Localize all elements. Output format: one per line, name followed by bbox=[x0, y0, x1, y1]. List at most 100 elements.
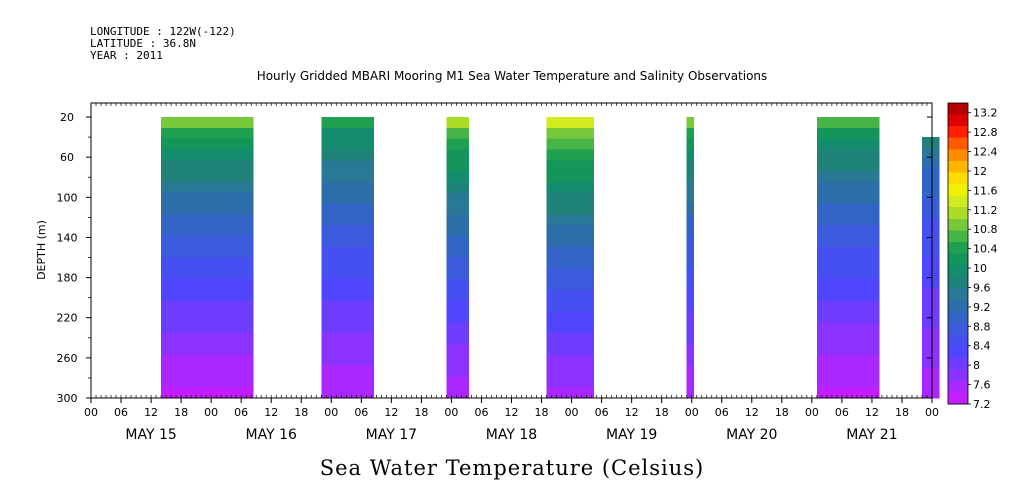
temperature-band bbox=[921, 337, 940, 349]
x-tick-label: 18 bbox=[895, 406, 909, 419]
temperature-band bbox=[321, 138, 374, 151]
temperature-band bbox=[546, 235, 595, 248]
colorbar-swatch bbox=[948, 392, 968, 405]
temperature-band bbox=[161, 333, 254, 345]
y-tick-label: 20 bbox=[60, 111, 74, 124]
colorbar-swatch bbox=[948, 126, 968, 139]
temperature-band bbox=[446, 376, 469, 388]
temperature-band bbox=[446, 289, 469, 302]
x-tick-label: 06 bbox=[835, 406, 849, 419]
colorbar-label: 9.2 bbox=[973, 301, 991, 314]
temperature-band bbox=[321, 214, 374, 226]
temperature-band bbox=[161, 149, 254, 161]
colorbar-swatch bbox=[948, 265, 968, 278]
temperature-band bbox=[546, 160, 595, 172]
x-tick-label: 12 bbox=[264, 406, 278, 419]
colorbar-swatch bbox=[948, 218, 968, 231]
temperature-band bbox=[816, 203, 880, 215]
colorbar-label: 11.2 bbox=[973, 204, 998, 217]
colorbar-label: 7.2 bbox=[973, 398, 991, 411]
x-tick-label: 00 bbox=[805, 406, 819, 419]
colorbar-swatch bbox=[948, 322, 968, 335]
temperature-band bbox=[921, 267, 940, 279]
temperature-band bbox=[321, 181, 374, 194]
temperature-band bbox=[816, 354, 880, 367]
plot-area bbox=[90, 102, 940, 399]
temperature-band bbox=[446, 225, 469, 237]
temperature-band bbox=[921, 207, 940, 218]
temperature-band bbox=[161, 192, 254, 205]
temperature-band bbox=[546, 387, 595, 399]
y-tick-label: 60 bbox=[60, 151, 74, 164]
temperature-band bbox=[546, 289, 595, 302]
temperature-band bbox=[446, 365, 469, 377]
temperature-band bbox=[321, 257, 374, 269]
x-axis-label: Sea Water Temperature (Celsius) bbox=[320, 456, 705, 480]
colorbar-swatch bbox=[948, 357, 968, 370]
temperature-band bbox=[816, 214, 880, 226]
temperature-band bbox=[161, 181, 254, 194]
x-tick-label: 00 bbox=[84, 406, 98, 419]
temperature-band bbox=[446, 117, 469, 129]
colorbar-swatch bbox=[948, 230, 968, 243]
colorbar-swatch bbox=[948, 114, 968, 127]
temperature-band bbox=[921, 297, 940, 309]
temperature-band bbox=[321, 171, 374, 183]
temperature-band bbox=[686, 138, 695, 151]
temperature-band bbox=[546, 127, 595, 140]
x-tick-label: 00 bbox=[685, 406, 699, 419]
y-tick-label: 300 bbox=[57, 392, 78, 405]
temperature-band bbox=[446, 214, 469, 226]
temperature-band bbox=[446, 149, 469, 161]
x-tick-label: 12 bbox=[144, 406, 158, 419]
temperature-band bbox=[161, 300, 254, 313]
temperature-band bbox=[161, 214, 254, 226]
y-axis: 20 60 100 140 180 220 260 300 bbox=[57, 111, 932, 405]
y-tick-label: 100 bbox=[57, 191, 78, 204]
temperature-band bbox=[546, 257, 595, 269]
colorbar-swatch bbox=[948, 346, 968, 359]
x-tick-label: 06 bbox=[715, 406, 729, 419]
chart-title: Hourly Gridded MBARI Mooring M1 Sea Wate… bbox=[257, 69, 768, 83]
colorbar-swatch bbox=[948, 137, 968, 150]
colorbar-label: 12.8 bbox=[973, 126, 998, 139]
temperature-band bbox=[161, 225, 254, 237]
temperature-band bbox=[321, 333, 374, 345]
colorbar-swatch bbox=[948, 241, 968, 254]
temperature-band bbox=[321, 246, 374, 259]
temperature-band bbox=[321, 203, 374, 215]
y-tick-label: 180 bbox=[57, 272, 78, 285]
temperature-band bbox=[161, 311, 254, 323]
temperature-band bbox=[546, 117, 595, 129]
temperature-band bbox=[446, 354, 469, 367]
temperature-band bbox=[546, 311, 595, 323]
colorbar-label: 8 bbox=[973, 359, 980, 372]
temperature-band bbox=[921, 307, 940, 319]
temperature-band bbox=[816, 149, 880, 161]
colorbar-swatch bbox=[948, 311, 968, 324]
temperature-band bbox=[446, 343, 469, 356]
temperature-band bbox=[161, 138, 254, 151]
colorbar-swatch bbox=[948, 149, 968, 162]
temperature-band bbox=[686, 160, 695, 172]
temperature-band bbox=[921, 357, 940, 369]
temperature-band bbox=[816, 333, 880, 345]
temperature-band bbox=[161, 235, 254, 248]
temperature-band bbox=[546, 181, 595, 194]
temperature-band bbox=[161, 279, 254, 291]
temperature-band bbox=[321, 354, 374, 367]
temperature-band bbox=[446, 246, 469, 259]
temperature-band bbox=[161, 322, 254, 334]
temperature-band bbox=[921, 377, 940, 389]
temperature-band bbox=[546, 138, 595, 151]
temperature-band bbox=[921, 367, 940, 379]
temperature-band bbox=[686, 343, 695, 356]
x-tick-label: 18 bbox=[535, 406, 549, 419]
temperature-band bbox=[446, 127, 469, 140]
y-tick-label: 140 bbox=[57, 231, 78, 244]
temperature-band bbox=[161, 354, 254, 367]
temperature-band bbox=[161, 387, 254, 399]
temperature-band bbox=[446, 268, 469, 280]
temperature-band bbox=[816, 235, 880, 248]
x-tick-label: 00 bbox=[565, 406, 579, 419]
